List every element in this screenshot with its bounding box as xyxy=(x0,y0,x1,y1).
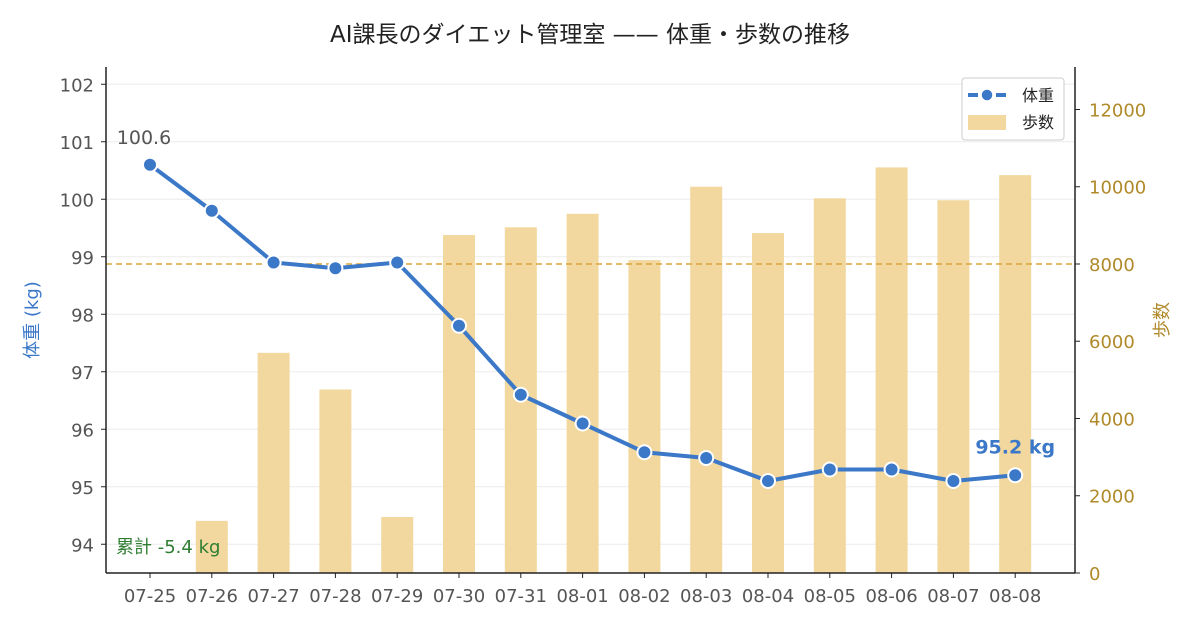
weight-point xyxy=(327,260,344,277)
y-left-tick-label: 97 xyxy=(71,363,94,384)
steps-bar xyxy=(566,213,599,573)
legend-weight-label: 体重 xyxy=(1022,86,1054,105)
x-tick-label: 08-04 xyxy=(742,586,794,607)
weight-point xyxy=(636,444,653,461)
x-tick-label: 08-02 xyxy=(618,586,670,607)
steps-bar xyxy=(999,175,1032,574)
y-right-tick-label: 4000 xyxy=(1089,409,1135,430)
axes: 94 95 96 97 98 99 100 101 102 0 2000 4000 6000 8000 10… xyxy=(60,67,1146,607)
chart-title: AI課長のダイエット管理室 —— 体重・歩数の推移 xyxy=(330,22,850,48)
start-weight-label: 100.6 xyxy=(117,127,171,149)
x-tick-label: 08-06 xyxy=(865,586,917,607)
steps-bar xyxy=(319,389,352,573)
weight-series xyxy=(142,156,1024,489)
steps-bar xyxy=(195,520,228,573)
annotations: 100.6 95.2 kg 累計 -5.4 kg xyxy=(116,127,1055,558)
y-left-tick-label: 101 xyxy=(60,133,94,154)
weight-point xyxy=(945,473,962,489)
x-tick-label: 08-03 xyxy=(680,586,732,607)
y-left-tick-label: 94 xyxy=(71,535,94,556)
y-axis-right-label: 歩数 xyxy=(1152,302,1173,338)
legend-weight-marker xyxy=(980,88,994,102)
y-left-tick-label: 95 xyxy=(71,478,94,499)
steps-bars xyxy=(195,167,1032,574)
weight-point xyxy=(512,386,529,403)
weight-point xyxy=(1007,467,1024,484)
x-tick-label: 07-26 xyxy=(186,586,238,607)
weight-point xyxy=(265,254,282,271)
y-left-tick-label: 102 xyxy=(60,75,94,96)
steps-bar xyxy=(690,186,723,573)
steps-bar xyxy=(937,200,970,574)
y-right-tick-label: 12000 xyxy=(1089,100,1146,121)
y-right-tick-label: 0 xyxy=(1089,564,1100,585)
weight-point xyxy=(821,461,838,478)
y-right-tick-label: 6000 xyxy=(1089,332,1135,353)
weight-point xyxy=(451,317,467,334)
x-tick-label: 08-05 xyxy=(804,586,856,607)
y-right-tick-label: 2000 xyxy=(1089,487,1135,508)
legend: 体重 歩数 xyxy=(961,77,1065,141)
steps-bar xyxy=(752,233,784,573)
weight-point xyxy=(389,254,406,271)
steps-bar xyxy=(813,198,846,573)
weight-point xyxy=(760,473,776,489)
weight-point xyxy=(883,461,900,478)
x-tick-label: 07-28 xyxy=(309,586,361,607)
x-tick-label: 07-30 xyxy=(433,586,485,607)
y-left-tick-label: 98 xyxy=(71,305,94,326)
x-tick-label: 07-31 xyxy=(495,586,547,607)
y-right-tick-label: 8000 xyxy=(1089,255,1135,276)
x-tick-label: 07-27 xyxy=(247,586,299,607)
steps-bar xyxy=(443,235,475,574)
steps-bar xyxy=(257,352,290,573)
end-weight-label: 95.2 kg xyxy=(975,436,1055,458)
steps-bar xyxy=(381,516,414,573)
weight-point xyxy=(142,156,158,173)
y-left-tick-label: 100 xyxy=(60,190,94,211)
steps-bar xyxy=(628,260,661,573)
y-axis-left-label: 体重 (kg) xyxy=(22,281,43,359)
weight-point xyxy=(574,415,591,432)
steps-bar xyxy=(875,167,908,573)
legend-steps-swatch xyxy=(968,115,1006,130)
y-right-tick-label: 10000 xyxy=(1089,178,1146,199)
x-tick-label: 07-25 xyxy=(124,586,176,607)
x-tick-label: 08-07 xyxy=(927,586,979,607)
legend-steps-label: 歩数 xyxy=(1022,113,1054,132)
y-left-tick-label: 96 xyxy=(71,420,94,441)
weight-point xyxy=(203,202,220,219)
x-tick-label: 07-29 xyxy=(371,586,423,607)
cumulative-change-label: 累計 -5.4 kg xyxy=(116,537,220,558)
y-left-tick-label: 99 xyxy=(71,248,94,269)
x-tick-label: 08-01 xyxy=(556,586,608,607)
weight-point xyxy=(698,450,715,466)
x-tick-label: 08-08 xyxy=(989,586,1041,607)
